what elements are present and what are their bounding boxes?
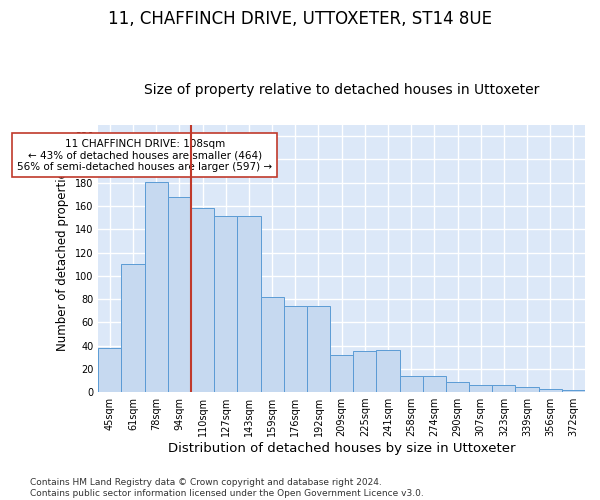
Text: Contains HM Land Registry data © Crown copyright and database right 2024.
Contai: Contains HM Land Registry data © Crown c… bbox=[30, 478, 424, 498]
Bar bbox=[446, 382, 469, 392]
X-axis label: Distribution of detached houses by size in Uttoxeter: Distribution of detached houses by size … bbox=[168, 442, 515, 455]
Bar bbox=[284, 306, 307, 392]
Bar bbox=[400, 376, 423, 392]
Bar bbox=[98, 348, 121, 392]
Bar bbox=[376, 350, 400, 392]
Bar bbox=[121, 264, 145, 392]
Text: 11 CHAFFINCH DRIVE: 108sqm
← 43% of detached houses are smaller (464)
56% of sem: 11 CHAFFINCH DRIVE: 108sqm ← 43% of deta… bbox=[17, 138, 272, 172]
Bar bbox=[145, 182, 168, 392]
Bar bbox=[539, 388, 562, 392]
Bar bbox=[515, 388, 539, 392]
Bar bbox=[423, 376, 446, 392]
Y-axis label: Number of detached properties: Number of detached properties bbox=[56, 166, 69, 352]
Bar bbox=[330, 355, 353, 392]
Bar bbox=[168, 196, 191, 392]
Bar bbox=[307, 306, 330, 392]
Bar bbox=[214, 216, 238, 392]
Text: 11, CHAFFINCH DRIVE, UTTOXETER, ST14 8UE: 11, CHAFFINCH DRIVE, UTTOXETER, ST14 8UE bbox=[108, 10, 492, 28]
Bar bbox=[353, 352, 376, 392]
Bar bbox=[469, 385, 492, 392]
Bar bbox=[260, 296, 284, 392]
Bar bbox=[191, 208, 214, 392]
Title: Size of property relative to detached houses in Uttoxeter: Size of property relative to detached ho… bbox=[144, 83, 539, 97]
Bar bbox=[562, 390, 585, 392]
Bar bbox=[492, 385, 515, 392]
Bar bbox=[238, 216, 260, 392]
